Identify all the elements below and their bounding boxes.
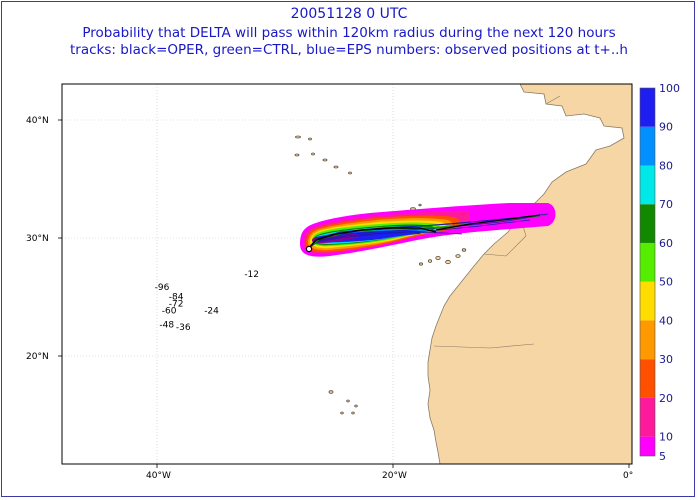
lat-label-20n: 20°N xyxy=(26,352,49,362)
observed-position-label: -24 xyxy=(204,307,219,317)
colorbar-label: 40 xyxy=(659,314,673,327)
observed-position-label: -12 xyxy=(244,270,259,280)
colorbar-label: 10 xyxy=(659,431,673,444)
colorbar-label: 50 xyxy=(659,276,673,289)
lon-label-0: 0° xyxy=(623,471,633,481)
lon-ticks xyxy=(156,464,630,468)
colorbar-segment xyxy=(640,397,655,437)
observed-position-label: -96 xyxy=(155,283,170,293)
initial-position-marker xyxy=(305,245,313,253)
colorbar-label: 20 xyxy=(659,392,673,405)
lat-label-40n: 40°N xyxy=(26,116,49,126)
colorbar-frame xyxy=(639,87,656,457)
chart-title-date: 20051128 0 UTC xyxy=(290,6,408,22)
colorbar-segment xyxy=(640,436,655,456)
observed-position-label: -48 xyxy=(159,321,174,331)
colorbar-segment xyxy=(640,359,655,398)
colorbar-segment xyxy=(640,204,655,243)
colorbar-segment xyxy=(640,165,655,205)
observed-position-label: -36 xyxy=(176,323,191,333)
chart-title-description: Probability that DELTA will pass within … xyxy=(82,25,616,41)
colorbar-segment xyxy=(640,320,655,360)
ensemble-tracks xyxy=(308,213,549,249)
colorbar-label: 90 xyxy=(659,121,673,134)
lat-label-30n: 30°N xyxy=(26,234,49,244)
colorbar-label: 70 xyxy=(659,198,673,211)
colorbar-label: 100 xyxy=(659,82,680,95)
colorbar-segment xyxy=(640,88,655,127)
observed-position-label: -84 xyxy=(169,292,184,302)
colorbar-label: 30 xyxy=(659,353,673,366)
colorbar-label: 60 xyxy=(659,237,673,250)
land-africa xyxy=(427,84,632,464)
colorbar-segment xyxy=(640,242,655,282)
colorbar-label: 5 xyxy=(659,450,666,463)
observed-position-label: -72 xyxy=(169,299,184,309)
oper-track xyxy=(308,227,437,249)
observed-positions: -96-84-72-60 -48 -36 -24 -12 xyxy=(155,270,259,333)
lon-label-20w: 20°W xyxy=(382,471,407,481)
lat-ticks xyxy=(58,119,62,357)
islands-canaries xyxy=(418,248,467,266)
map-border xyxy=(61,83,633,465)
islands-azores xyxy=(294,135,352,175)
probability-colorbar: 5 10 20 30 40 50 60 70 80 90 100 xyxy=(639,82,680,463)
chart-title-legend-note: tracks: black=OPER, green=CTRL, blue=EPS… xyxy=(70,42,628,58)
observed-position-label: -60 xyxy=(162,307,177,317)
lon-label-40w: 40°W xyxy=(146,471,171,481)
islands-cape-verde xyxy=(328,390,358,415)
oper-track-continuation xyxy=(435,214,541,231)
colorbar-segment xyxy=(640,281,655,321)
colorbar-segment xyxy=(640,126,655,166)
colorbar-label: 80 xyxy=(659,159,673,172)
